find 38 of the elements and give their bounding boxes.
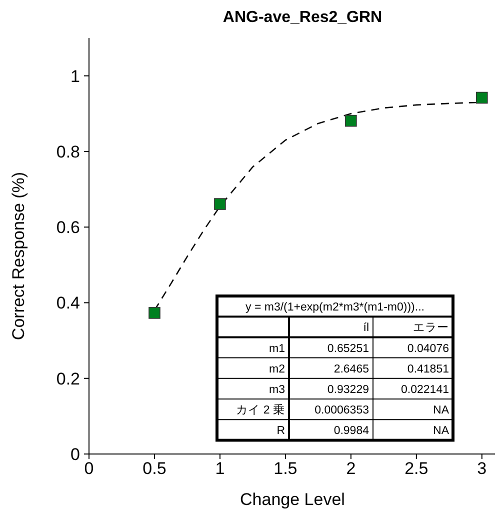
annotation: 0.41851 [407,363,449,376]
x-tick-label: 1 [215,459,225,478]
x-tick-label: 0.5 [142,459,166,478]
annotation: m1 [269,342,285,355]
annotation: エラー [413,322,449,334]
point [476,92,488,104]
y-tick-label: 1 [70,66,80,86]
y-axis-title: Correct Response (%) [9,172,28,340]
annotation: 0.022141 [401,384,449,396]
point [214,198,226,210]
chart-title: ANG-ave_Res2_GRN [222,9,382,26]
annotation: 0.04076 [407,342,449,355]
annotation: R [276,425,285,438]
y-tick-label: 0.8 [56,142,80,162]
annotation: カイ 2 乗 [236,404,285,417]
x-axis-title: Change Level [240,490,345,509]
annotation: m2 [269,363,285,376]
point [148,307,160,319]
annotation: 0.65251 [327,342,369,355]
annotation: 0.9984 [334,425,370,438]
point [345,114,357,127]
x-tick-label: 2 [346,459,356,478]
y-tick-label: 0 [70,445,80,464]
annotation: y = m3/(1+exp(m2*m3*(m1-m0)))... [246,302,424,314]
y-tick-label: 0.4 [56,294,80,313]
x-tick-label: 2.5 [404,459,428,478]
annotation: 2.6465 [334,363,369,376]
x-tick-label: 0 [84,459,94,478]
x-tick-label: 1.5 [274,459,298,478]
annotation: m3 [269,384,285,396]
annotation: 0.93229 [327,384,369,396]
annotation: NA [433,425,450,438]
y-tick-label: 0.2 [56,369,80,388]
y-tick-label: 0.6 [56,218,80,238]
annotation: NA [433,404,450,417]
annotation: 0.0006353 [314,404,369,417]
annotation: íl [363,322,369,334]
x-tick-label: 3 [477,459,487,478]
